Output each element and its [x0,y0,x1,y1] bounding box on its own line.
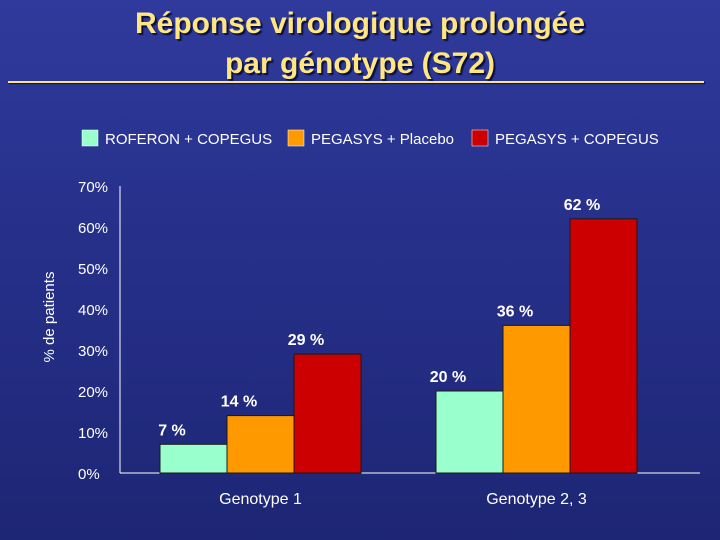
data-label-3-1: 29 % [288,332,324,349]
legend-label-2: PEGASYS + Placebo [311,131,454,148]
y-tick-label: 60% [78,220,108,237]
legend-swatch-1 [81,129,99,147]
y-tick-label: 50% [78,261,108,278]
bar-3-1 [293,353,362,474]
y-tick-label: 40% [78,302,108,319]
y-tick-label: 0% [78,466,100,483]
legend-label-3: PEGASYS + COPEGUS [495,131,659,148]
data-label-1-1: 7 % [158,422,186,439]
data-label-3-2: 62 % [564,197,600,214]
data-label-2-1: 14 % [221,394,257,411]
category-label-2: Genotype 2, 3 [486,491,587,508]
category-labels: Genotype 1 Genotype 2, 3 [219,491,587,508]
y-tick-label: 10% [78,425,108,442]
y-tick-label: 30% [78,343,108,360]
data-label-1-2: 20 % [430,369,466,386]
category-label-1: Genotype 1 [219,491,302,508]
bar-3-2 [569,218,638,474]
title-underline [8,81,704,83]
bar-1-2 [435,390,504,474]
data-label-2-2: 36 % [497,303,533,320]
slide-title-line-2: par génotype (S72) [224,47,496,80]
bar-2-2 [502,324,571,474]
data-labels: 7 % 14 % 29 % 20 % 36 % 62 % [158,197,600,439]
bar-1-1 [159,443,228,474]
slide-title-line-1: Réponse virologique prolongée [134,7,586,40]
legend: ROFERON + COPEGUS PEGASYS + Placebo PEGASY… [81,129,659,148]
legend-swatch-2 [287,129,305,147]
y-axis-title: % de patients [41,272,58,363]
y-tick-label: 20% [78,384,108,401]
bars [159,218,638,474]
bar-2-1 [226,415,295,474]
legend-swatch-3 [471,129,489,147]
y-tick-label: 70% [78,179,108,196]
y-tick-labels: 0% 10% 20% 30% 40% 50% 60% 70% [78,179,108,483]
legend-label-1: ROFERON + COPEGUS [105,131,272,148]
